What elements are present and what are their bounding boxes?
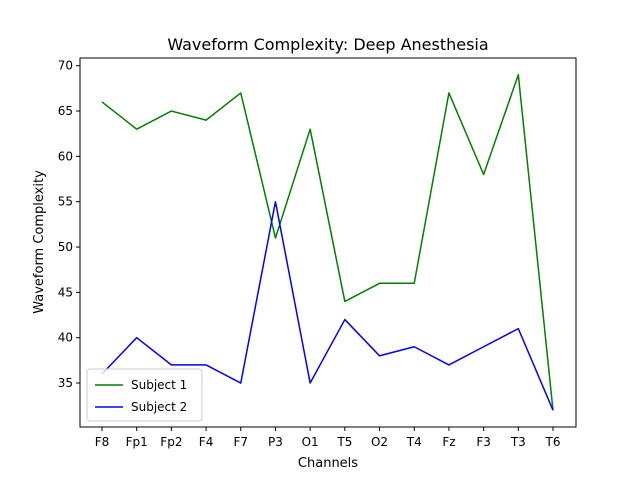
y-tick-label: 45 [58, 285, 73, 299]
x-tick-label: T6 [545, 435, 561, 449]
series-line-2 [101, 200, 554, 411]
y-tick-label: 35 [58, 376, 73, 390]
x-axis-label: Channels [298, 456, 358, 471]
legend-box [86, 368, 203, 422]
x-tick-label: Fz [442, 435, 455, 449]
x-tick-label: F8 [95, 435, 110, 449]
x-tick-label: P3 [268, 435, 283, 449]
y-tick-label: 60 [58, 149, 73, 163]
y-tick-label: 70 [58, 59, 73, 73]
x-tick-label: Fp2 [160, 435, 182, 449]
series-line-1 [101, 74, 554, 411]
x-tick-label: F7 [233, 435, 248, 449]
legend-label-2: Subject 2 [131, 400, 187, 414]
y-tick-label: 40 [58, 331, 73, 345]
plot-frame [79, 57, 577, 428]
x-tick-label: F3 [476, 435, 491, 449]
y-tick-label: 65 [58, 104, 73, 118]
legend-label-1: Subject 1 [131, 378, 187, 392]
plot-area: F8 Fp1 Fp2 F4 F7 P3 O1 T5 O2 T4 Fz F3 T3 T6 35 40 45 50 55… [58, 57, 577, 449]
chart-title: Waveform Complexity: Deep Anesthesia [167, 35, 488, 54]
y-tick-label: 50 [58, 240, 73, 254]
y-tick-label: 55 [58, 195, 73, 209]
x-tick-label: O2 [371, 435, 388, 449]
x-tick-label: T5 [336, 435, 352, 449]
y-axis-label: Waveform Complexity [32, 170, 47, 314]
x-tick-label: O1 [302, 435, 319, 449]
x-tick-label: F4 [199, 435, 214, 449]
x-tick-label: T4 [406, 435, 422, 449]
x-tick-label: Fp1 [126, 435, 148, 449]
x-tick-label: T3 [510, 435, 526, 449]
